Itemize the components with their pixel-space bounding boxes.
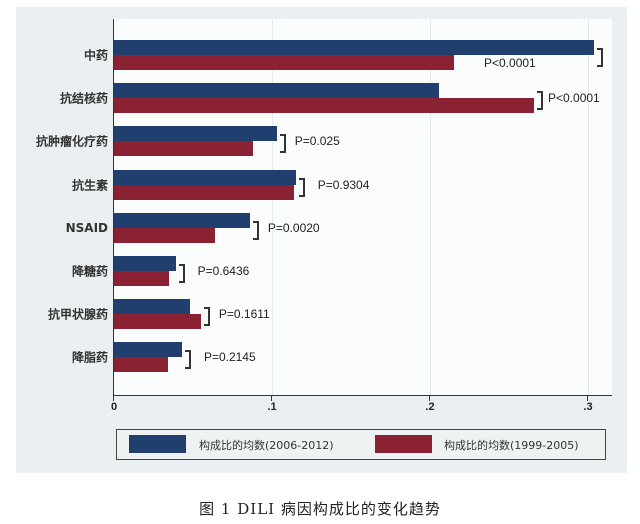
category-label: 抗结核药 xyxy=(59,91,108,106)
legend-label-1999-2005: 构成比的均数(1999-2005) xyxy=(444,439,579,452)
plot-area xyxy=(113,19,612,395)
bar-1999-2005 xyxy=(114,314,201,330)
significance-bracket xyxy=(178,264,185,283)
bar-1999-2005 xyxy=(114,141,254,157)
legend-label-2006-2012: 构成比的均数(2006-2012) xyxy=(199,439,334,452)
significance-bracket xyxy=(252,220,259,240)
bar-1999-2005 xyxy=(114,55,454,70)
x-tick xyxy=(271,396,272,401)
x-axis xyxy=(113,395,612,396)
category-label: 抗肿瘤化疗药 xyxy=(35,134,108,149)
bar-1999-2005 xyxy=(114,184,295,200)
category-label: 降糖药 xyxy=(71,264,108,279)
bar-2006-2012 xyxy=(114,342,182,358)
category-label: 抗生素 xyxy=(71,178,108,193)
bar-2006-2012 xyxy=(114,256,176,271)
category-label: 抗甲状腺药 xyxy=(47,307,108,322)
category-label: NSAID xyxy=(65,220,108,235)
gridline xyxy=(588,19,589,395)
p-value-annotation: P=0.1611 xyxy=(218,307,270,322)
bar-2006-2012 xyxy=(114,169,296,185)
significance-bracket xyxy=(537,91,544,111)
legend-swatch-2006-2012 xyxy=(129,435,186,453)
x-tick xyxy=(429,396,430,401)
significance-bracket xyxy=(298,177,305,197)
x-tick-label: .2 xyxy=(425,401,435,413)
legend: 构成比的均数(2006-2012) 构成比的均数(1999-2005) xyxy=(116,429,606,460)
gridline xyxy=(272,19,273,395)
figure-caption: 图 1 DILI 病因构成比的变化趋势 xyxy=(199,500,441,518)
p-value-annotation: P=0.2145 xyxy=(203,350,256,365)
x-tick-label: .3 xyxy=(583,401,593,413)
bar-2006-2012 xyxy=(114,126,277,142)
x-tick-label: 0 xyxy=(110,401,118,413)
gridline xyxy=(430,19,431,395)
bar-1999-2005 xyxy=(114,227,216,243)
p-value-annotation: P<0.0001 xyxy=(548,91,600,106)
bar-1999-2005 xyxy=(114,98,535,114)
significance-bracket xyxy=(203,307,210,327)
category-label: 中药 xyxy=(83,48,108,63)
bar-2006-2012 xyxy=(114,299,190,315)
bar-1999-2005 xyxy=(114,357,168,373)
p-value-annotation: P<0.0001 xyxy=(484,56,536,70)
p-value-annotation: P=0.9304 xyxy=(317,177,370,192)
significance-bracket xyxy=(279,134,286,154)
significance-bracket xyxy=(597,48,604,67)
x-tick xyxy=(113,396,114,401)
y-axis xyxy=(113,19,114,396)
bar-2006-2012 xyxy=(114,83,440,99)
x-tick-label: .1 xyxy=(267,401,277,413)
x-tick xyxy=(587,396,588,401)
legend-swatch-1999-2005 xyxy=(375,435,432,453)
bar-2006-2012 xyxy=(114,40,595,55)
category-label: 降脂药 xyxy=(71,350,108,365)
significance-bracket xyxy=(184,350,191,370)
p-value-annotation: P=0.0020 xyxy=(267,220,320,235)
p-value-annotation: P=0.6436 xyxy=(197,264,250,278)
bar-2006-2012 xyxy=(114,212,250,228)
bar-1999-2005 xyxy=(114,271,170,286)
p-value-annotation: P=0.025 xyxy=(294,134,340,149)
